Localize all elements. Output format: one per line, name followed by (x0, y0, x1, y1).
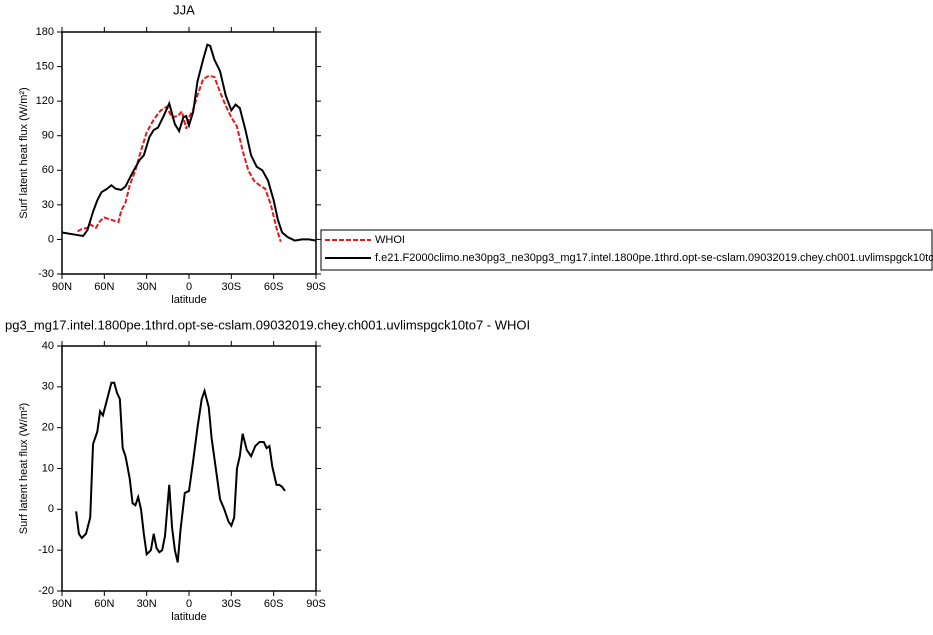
legend-frame (320, 229, 933, 271)
x-tick-label: 60S (264, 281, 284, 293)
y-tick-label: 10 (42, 462, 54, 474)
y-tick-label: 120 (36, 95, 54, 107)
x-tick-label: 90N (52, 281, 72, 293)
chart-title: pg3_mg17.intel.1800pe.1thrd.opt-se-cslam… (5, 317, 530, 332)
y-axis-label: Surf latent heat flux (W/m²) (18, 87, 30, 218)
data-line (61, 43, 317, 242)
y-tick-label: 150 (36, 60, 54, 72)
y-tick-label: 30 (42, 381, 54, 393)
y-tick-label: -10 (38, 544, 54, 556)
legend: WHOI f.e21.F2000climo.ne30pg3_ne30pg3_mg1… (320, 229, 933, 271)
x-tick-label: 90S (306, 281, 326, 293)
x-tick-label: 90S (306, 598, 326, 610)
y-tick-label: 40 (42, 340, 54, 352)
x-tick-label: 30N (137, 281, 157, 293)
x-tick-label: 60N (94, 598, 114, 610)
x-tick-label: 30N (137, 598, 157, 610)
plot-frame (61, 31, 317, 275)
legend-label: WHOI (375, 234, 405, 246)
y-tick-label: 180 (36, 26, 54, 38)
x-tick-label: 0 (186, 281, 192, 293)
x-axis-label: latitude (171, 294, 206, 306)
y-tick-label: 30 (42, 199, 54, 211)
legend-label: f.e21.F2000climo.ne30pg3_ne30pg3_mg17.in… (375, 252, 933, 264)
x-axis-label: latitude (171, 611, 206, 623)
y-tick-label: 90 (42, 130, 54, 142)
x-tick-label: 90N (52, 598, 72, 610)
x-tick-label: 0 (186, 598, 192, 610)
y-tick-label: -30 (38, 268, 54, 280)
data-line (77, 74, 282, 243)
x-tick-label: 60N (94, 281, 114, 293)
y-tick-label: 0 (48, 503, 54, 515)
y-tick-label: 60 (42, 164, 54, 176)
x-tick-label: 30S (222, 598, 242, 610)
chart-title: JJA (173, 2, 195, 17)
data-line (75, 381, 286, 563)
x-tick-label: 30S (222, 281, 242, 293)
y-axis-label: Surf latent heat flux (W/m²) (18, 403, 30, 534)
y-tick-label: 0 (48, 233, 54, 245)
x-tick-label: 60S (264, 598, 284, 610)
y-tick-label: -20 (38, 585, 54, 597)
y-tick-label: 20 (42, 422, 54, 434)
plot-frame (61, 345, 317, 592)
